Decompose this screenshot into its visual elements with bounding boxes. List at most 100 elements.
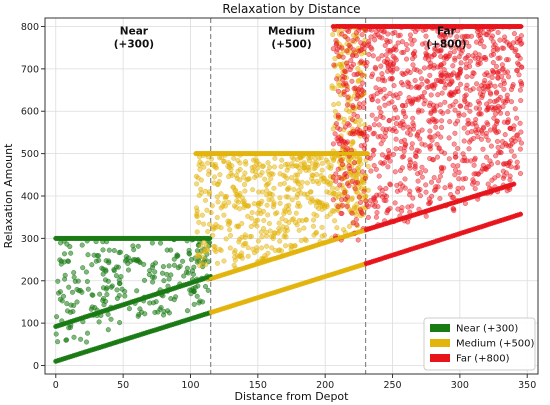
data-point — [400, 71, 406, 78]
data-point — [95, 253, 102, 259]
data-point — [295, 164, 302, 171]
data-point — [452, 57, 458, 63]
data-point — [270, 233, 277, 239]
data-point — [111, 247, 117, 254]
data-point — [330, 185, 336, 191]
data-point — [510, 82, 516, 88]
x-tick-label: 0 — [53, 380, 59, 391]
data-point — [276, 225, 282, 232]
data-point — [66, 284, 72, 290]
data-point — [416, 95, 422, 101]
data-point — [450, 63, 456, 69]
data-point — [319, 167, 325, 173]
data-point — [375, 98, 381, 104]
data-point — [78, 336, 84, 342]
data-point — [453, 44, 459, 50]
data-point — [389, 99, 395, 105]
data-point — [354, 129, 360, 135]
data-point — [84, 330, 91, 336]
data-point — [436, 178, 442, 184]
data-point — [244, 203, 250, 209]
data-point — [344, 203, 350, 210]
data-point — [272, 155, 278, 161]
data-point — [215, 181, 221, 187]
data-point — [280, 172, 286, 178]
data-point — [147, 300, 153, 306]
data-point — [233, 173, 239, 179]
data-point — [392, 200, 398, 206]
data-point — [453, 121, 459, 127]
data-point — [333, 195, 339, 201]
data-point — [480, 85, 486, 91]
data-point — [218, 154, 224, 160]
data-point — [405, 124, 411, 130]
data-point — [364, 133, 370, 139]
data-point — [423, 182, 429, 188]
data-point — [399, 39, 405, 45]
data-point — [484, 32, 490, 38]
data-point — [383, 193, 390, 199]
data-point — [158, 304, 164, 311]
data-point — [495, 29, 501, 36]
data-point — [239, 220, 245, 227]
data-point — [299, 179, 305, 185]
data-point — [221, 159, 227, 165]
data-point — [264, 243, 270, 249]
data-point — [484, 154, 490, 160]
data-point — [340, 143, 346, 149]
data-point — [495, 160, 501, 166]
data-point — [200, 255, 206, 261]
data-point — [250, 157, 256, 163]
data-point — [349, 117, 356, 123]
data-point — [371, 162, 377, 169]
data-point — [339, 31, 345, 37]
data-point — [239, 195, 245, 201]
data-point — [288, 175, 295, 181]
data-point — [360, 88, 366, 94]
legend-label: Far (+800) — [456, 354, 510, 365]
data-point — [342, 189, 348, 196]
data-point — [419, 164, 425, 170]
data-point — [277, 195, 283, 201]
data-point — [452, 154, 458, 160]
data-point — [489, 104, 495, 110]
data-point — [67, 244, 73, 250]
data-point — [438, 72, 444, 78]
data-point — [343, 140, 349, 146]
data-point — [291, 156, 297, 162]
data-point — [106, 247, 112, 253]
data-point — [512, 106, 518, 112]
data-point — [461, 155, 467, 161]
data-point — [387, 90, 393, 97]
data-point — [473, 123, 479, 129]
data-point — [473, 116, 479, 123]
data-point — [405, 79, 411, 85]
data-point — [493, 121, 499, 127]
data-point — [500, 168, 506, 174]
data-point — [448, 44, 454, 50]
data-point — [406, 95, 412, 101]
data-point — [259, 189, 265, 195]
data-point — [313, 203, 320, 209]
data-point — [79, 242, 85, 248]
data-point — [353, 205, 360, 211]
data-point — [502, 34, 508, 40]
data-point — [435, 92, 441, 98]
data-point — [467, 87, 473, 93]
data-point — [363, 28, 369, 34]
data-point — [477, 60, 483, 66]
data-point — [283, 161, 289, 168]
data-point — [125, 267, 132, 273]
data-point — [227, 245, 233, 251]
data-point — [343, 80, 349, 86]
data-point — [455, 88, 461, 95]
data-point — [329, 85, 335, 91]
data-point — [246, 176, 252, 182]
data-point — [477, 111, 483, 117]
y-axis-label: Relaxation Amount — [2, 143, 15, 248]
data-point — [491, 51, 497, 57]
data-point — [362, 175, 368, 181]
data-point — [517, 38, 523, 44]
data-point — [517, 146, 523, 152]
data-point — [447, 103, 453, 109]
